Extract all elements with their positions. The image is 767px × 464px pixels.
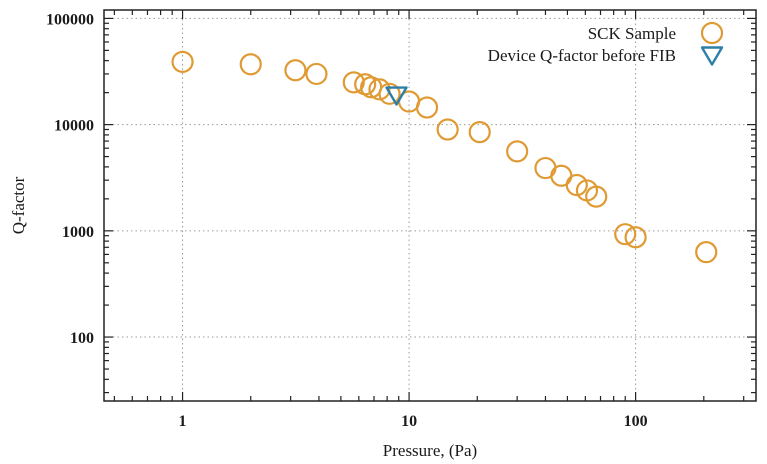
grid-lines bbox=[104, 10, 756, 401]
legend-label: Device Q-factor before FIB bbox=[488, 46, 676, 65]
data-point-circle bbox=[368, 78, 391, 101]
data-point-circle bbox=[284, 59, 307, 82]
data-point-circle bbox=[378, 82, 401, 105]
data-point-circle bbox=[342, 71, 365, 94]
x-tick-label: 100 bbox=[624, 413, 648, 430]
data-point-circle bbox=[695, 241, 718, 264]
axis-ticks bbox=[104, 10, 756, 401]
tick-labels: 1 10 100 100 1000 10000 100000 bbox=[46, 11, 648, 430]
data-point-circle bbox=[534, 156, 557, 180]
data-point-circle bbox=[415, 96, 439, 119]
data-point-circle bbox=[565, 173, 588, 197]
data-point-circle bbox=[614, 223, 637, 246]
data-point-circle bbox=[550, 164, 573, 187]
y-tick-label: 10000 bbox=[54, 118, 94, 135]
data-point-triangle bbox=[385, 86, 408, 106]
data-point-circle bbox=[171, 50, 194, 73]
data-point-circle bbox=[436, 118, 459, 141]
data-point-circle bbox=[239, 53, 262, 76]
data-point-circle bbox=[305, 62, 328, 86]
x-axis-title: Pressure, (Pa) bbox=[383, 441, 477, 460]
plot-frame bbox=[103, 9, 757, 402]
legend: SCK Sample Device Q-factor before FIB bbox=[488, 21, 724, 66]
y-tick-label: 1000 bbox=[62, 224, 94, 241]
y-axis-title: Q-factor bbox=[9, 176, 28, 234]
legend-circle-marker bbox=[700, 21, 724, 45]
x-tick-label: 1 bbox=[179, 413, 187, 430]
legend-triangle-marker bbox=[700, 46, 724, 66]
y-tick-label: 100 bbox=[70, 330, 94, 347]
data-point-circle bbox=[468, 121, 491, 144]
data-point-circle bbox=[506, 140, 529, 163]
data-point-circle bbox=[624, 226, 647, 249]
data-point-circle bbox=[585, 185, 608, 208]
data-points bbox=[171, 50, 718, 264]
legend-label: SCK Sample bbox=[588, 24, 676, 43]
x-tick-label: 10 bbox=[401, 413, 417, 430]
y-tick-label: 100000 bbox=[46, 11, 94, 28]
